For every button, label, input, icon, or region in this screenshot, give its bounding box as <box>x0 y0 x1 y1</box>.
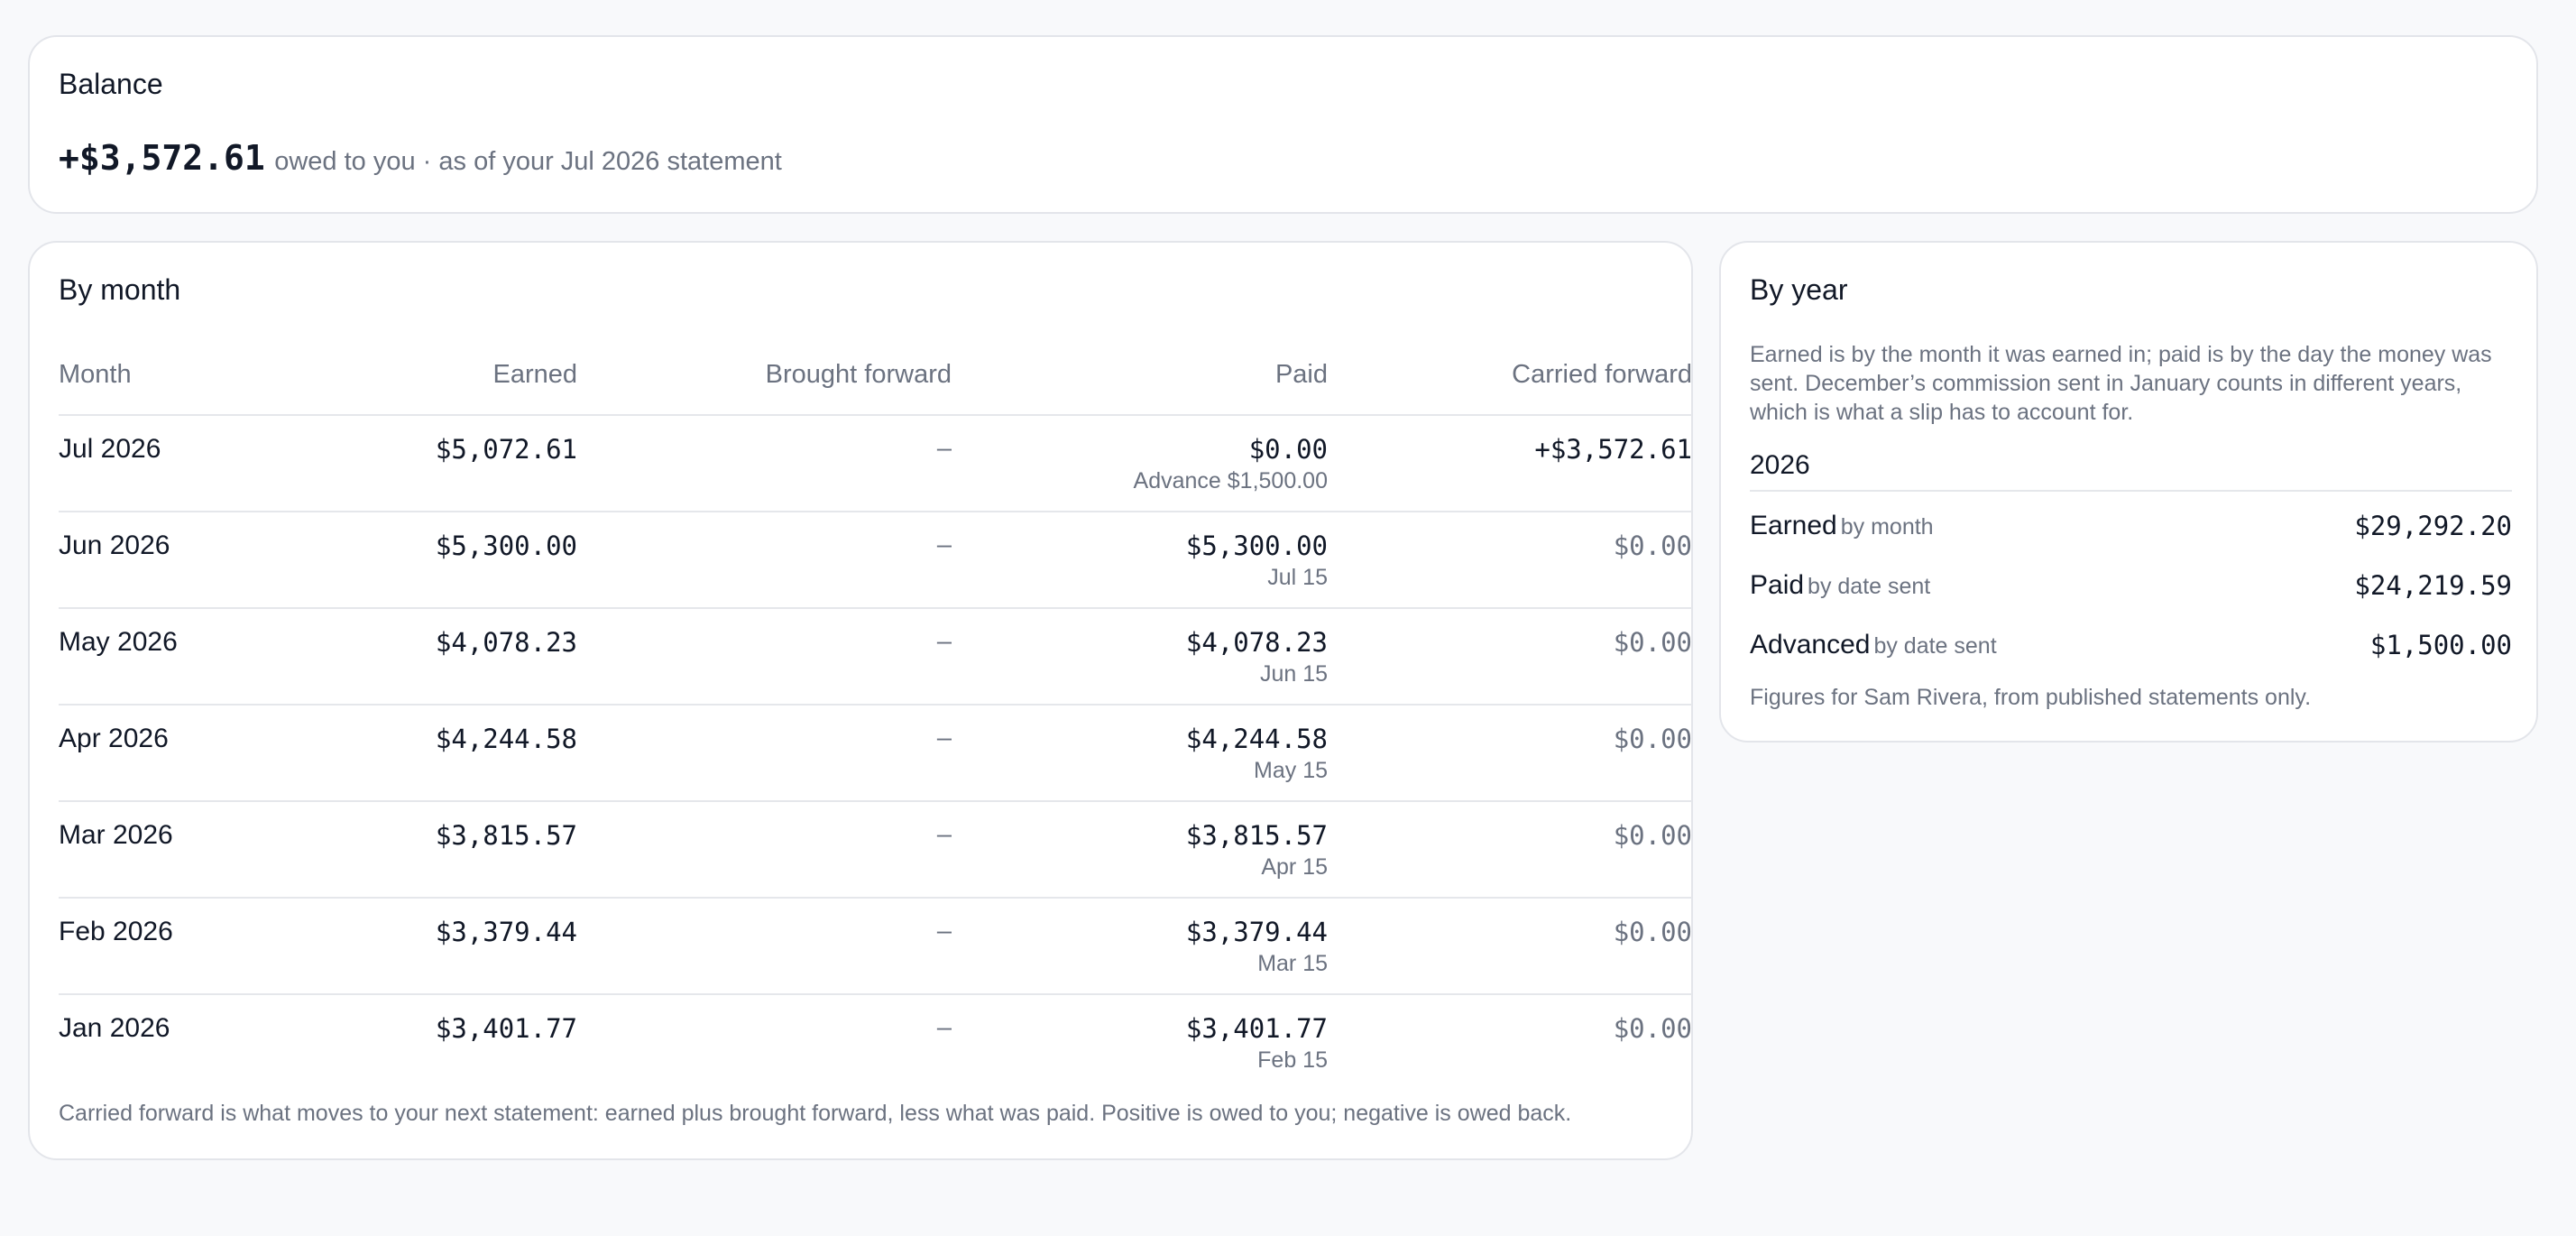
month-table: Month Earned Brought forward Paid Carrie… <box>59 355 1692 1092</box>
table-row: Mar 2026 $3,815.57 – $3,815.57 Apr 15 $0.00 <box>59 802 1692 899</box>
year-row-label: Earned <box>1750 511 1837 540</box>
table-row: May 2026 $4,078.23 – $4,078.23 Jun 15 $0.00 <box>59 609 1692 706</box>
row-paid: $4,244.58 <box>1185 724 1328 754</box>
by-year-title: By year <box>1750 273 1848 306</box>
year-row: Advanced by date sent $1,500.00 <box>1750 630 2512 666</box>
row-earned: $3,815.57 <box>435 820 577 851</box>
row-brought-forward: – <box>936 724 952 752</box>
row-carried-forward: $0.00 <box>1613 724 1692 754</box>
row-earned: $3,379.44 <box>435 917 577 947</box>
table-row: Jan 2026 $3,401.77 – $3,401.77 Feb 15 $0.00 <box>59 995 1692 1092</box>
by-month-card: By month Month Earned Brought forward Pa… <box>28 241 1693 1160</box>
column-header-brought-forward: Brought forward <box>765 360 952 389</box>
table-row: Feb 2026 $3,379.44 – $3,379.44 Mar 15 $0.00 <box>59 899 1692 995</box>
row-brought-forward: – <box>936 1013 952 1042</box>
year-row-sublabel: by month <box>1840 514 1934 540</box>
year-row-sublabel: by date sent <box>1808 574 1931 599</box>
year-row: Paid by date sent $24,219.59 <box>1750 570 2512 606</box>
row-brought-forward: – <box>936 820 952 849</box>
table-body: Jul 2026 $5,072.61 – $0.00 Advance $1,500.00… <box>59 416 1692 1092</box>
year-row-value: $1,500.00 <box>2369 630 2512 660</box>
year-heading: 2026 <box>1750 450 2512 492</box>
row-month: May 2026 <box>59 627 178 657</box>
table-row: Apr 2026 $4,244.58 – $4,244.58 May 15 $0.00 <box>59 706 1692 802</box>
year-row-value: $24,219.59 <box>2354 570 2512 601</box>
row-paid: $0.00 <box>1248 434 1328 465</box>
row-carried-forward: $0.00 <box>1613 917 1692 947</box>
year-row: Earned by month $29,292.20 <box>1750 511 2512 547</box>
row-paid-note: Jun 15 <box>1259 661 1328 687</box>
table-header: Month Earned Brought forward Paid Carrie… <box>59 355 1692 416</box>
row-month: Mar 2026 <box>59 820 173 850</box>
year-row-label: Advanced <box>1750 630 1871 660</box>
row-earned: $4,078.23 <box>435 627 577 658</box>
column-header-month: Month <box>59 360 132 389</box>
row-carried-forward: $0.00 <box>1613 627 1692 658</box>
row-brought-forward: – <box>936 434 952 463</box>
row-brought-forward: – <box>936 917 952 945</box>
row-month: Jan 2026 <box>59 1013 170 1043</box>
row-month: Jun 2026 <box>59 530 170 560</box>
row-paid: $3,815.57 <box>1185 820 1328 851</box>
column-header-earned: Earned <box>492 360 577 389</box>
by-month-title: By month <box>59 273 181 306</box>
table-row: Jun 2026 $5,300.00 – $5,300.00 Jul 15 $0.00 <box>59 512 1692 609</box>
column-header-paid: Paid <box>1274 360 1328 389</box>
row-paid-note: Apr 15 <box>1261 854 1328 880</box>
row-carried-forward: $0.00 <box>1613 1013 1692 1044</box>
row-paid-note: Mar 15 <box>1257 951 1328 976</box>
table-row: Jul 2026 $5,072.61 – $0.00 Advance $1,500.00… <box>59 416 1692 512</box>
year-row-value: $29,292.20 <box>2354 511 2512 541</box>
balance-title: Balance <box>59 68 163 100</box>
row-month: Feb 2026 <box>59 917 173 946</box>
balance-note: owed to you · as of your Jul 2026 statem… <box>274 147 782 176</box>
row-carried-forward: +$3,572.61 <box>1534 434 1692 465</box>
row-paid: $4,078.23 <box>1185 627 1328 658</box>
row-brought-forward: – <box>936 530 952 559</box>
row-earned: $5,072.61 <box>435 434 577 465</box>
year-row-sublabel: by date sent <box>1873 633 1997 659</box>
column-header-carried-forward: Carried forward <box>1512 360 1692 389</box>
row-earned: $3,401.77 <box>435 1013 577 1044</box>
by-year-footnote: Figures for Sam Rivera, from published s… <box>1750 685 2312 710</box>
by-year-card: By year Earned is by the month it was ea… <box>1719 241 2538 743</box>
row-paid: $5,300.00 <box>1185 530 1328 561</box>
row-paid-note: May 15 <box>1254 758 1328 783</box>
row-brought-forward: – <box>936 627 952 656</box>
year-row-label-group: Paid by date sent <box>1750 570 1930 601</box>
balance-amount: +$3,572.61 <box>59 138 265 178</box>
balance-line: +$3,572.61 owed to you · as of your Jul … <box>59 138 782 178</box>
by-year-description: Earned is by the month it was earned in;… <box>1750 342 2492 425</box>
row-paid-note: Advance $1,500.00 <box>1133 468 1328 493</box>
row-paid: $3,379.44 <box>1185 917 1328 947</box>
balance-card: Balance +$3,572.61 owed to you · as of y… <box>28 35 2538 214</box>
year-row-label: Paid <box>1750 570 1805 600</box>
row-carried-forward: $0.00 <box>1613 820 1692 851</box>
row-paid-note: Feb 15 <box>1257 1047 1328 1073</box>
row-month: Apr 2026 <box>59 724 169 753</box>
month-footnote: Carried forward is what moves to your ne… <box>59 1101 1572 1126</box>
row-paid-note: Jul 15 <box>1267 565 1328 590</box>
row-carried-forward: $0.00 <box>1613 530 1692 561</box>
row-month: Jul 2026 <box>59 434 161 464</box>
year-row-label-group: Advanced by date sent <box>1750 630 1997 660</box>
year-row-label-group: Earned by month <box>1750 511 1934 541</box>
row-earned: $4,244.58 <box>435 724 577 754</box>
row-earned: $5,300.00 <box>435 530 577 561</box>
row-paid: $3,401.77 <box>1185 1013 1328 1044</box>
